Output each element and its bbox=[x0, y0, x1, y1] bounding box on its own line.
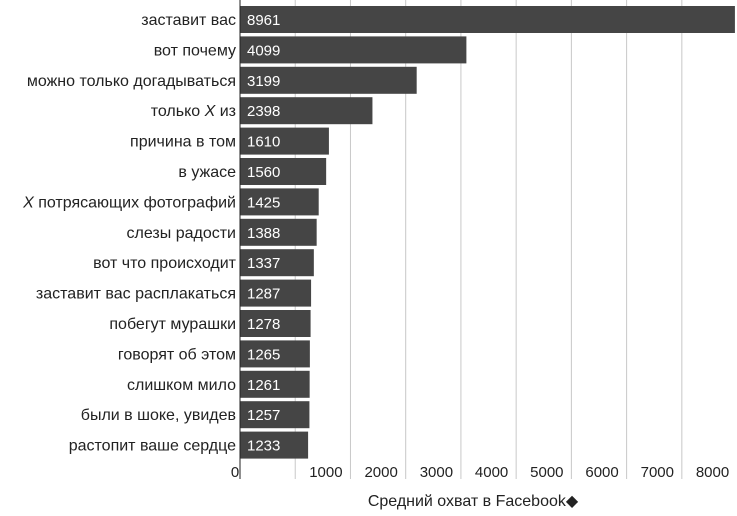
bar-value-label: 1425 bbox=[247, 194, 280, 211]
category-label: слишком мило bbox=[127, 377, 236, 394]
category-label: вот что происходит bbox=[93, 255, 237, 272]
bar-value-label: 1337 bbox=[247, 255, 280, 272]
x-tick-label: 0 bbox=[231, 464, 239, 481]
bar bbox=[240, 127, 329, 155]
x-tick-labels: 0 1000 2000 3000 4000 5000 6000 7000 8000 bbox=[231, 464, 729, 481]
bar-value-label: 1265 bbox=[247, 346, 280, 363]
bar-value-label: 8961 bbox=[247, 12, 280, 29]
bar bbox=[240, 218, 317, 246]
bar-value-label: 1278 bbox=[247, 316, 280, 333]
category-label: вот почему bbox=[154, 42, 236, 59]
category-label: были в шоке, увидев bbox=[81, 407, 236, 424]
bar-value-label: 1610 bbox=[247, 134, 280, 151]
x-tick-label: 3000 bbox=[420, 464, 453, 481]
category-label: можно только догадываться bbox=[27, 73, 236, 90]
bar bbox=[240, 188, 319, 216]
category-labels: заставит вас вот почему можно только догад… bbox=[22, 12, 237, 455]
category-label: говорят об этом bbox=[118, 346, 236, 363]
category-label: растопит ваше сердце bbox=[69, 438, 236, 455]
bar bbox=[240, 6, 735, 33]
x-tick-label: 1000 bbox=[309, 464, 342, 481]
category-label: побегут мурашки bbox=[109, 316, 236, 333]
bar bbox=[240, 401, 310, 429]
bar-value-label: 1257 bbox=[247, 407, 280, 424]
category-label: в ужасе bbox=[178, 164, 236, 181]
bar-value-label: 1261 bbox=[247, 377, 280, 394]
bar bbox=[240, 340, 310, 368]
bar bbox=[240, 66, 417, 94]
x-tick-label: 5000 bbox=[530, 464, 563, 481]
category-label: только X из bbox=[151, 103, 236, 120]
bar bbox=[240, 249, 314, 277]
bars: 8961 4099 3199 2398 1610 1560 1425 1388 1337 1287… bbox=[240, 6, 735, 459]
x-tick-label: 8000 bbox=[696, 464, 729, 481]
x-tick-label: 4000 bbox=[475, 464, 508, 481]
category-label: заставит вас расплакаться bbox=[36, 286, 236, 303]
x-axis-title: Средний охват в Facebook◆ bbox=[368, 493, 579, 510]
bar-value-label: 1560 bbox=[247, 164, 280, 181]
category-label: причина в том bbox=[130, 134, 236, 151]
bar bbox=[240, 431, 309, 459]
category-label: слезы радости bbox=[127, 225, 236, 242]
x-tick-label: 7000 bbox=[641, 464, 674, 481]
bar bbox=[240, 310, 311, 337]
category-label: X потрясающих фотографий bbox=[22, 194, 236, 211]
bar-value-label: 1287 bbox=[247, 286, 280, 303]
x-tick-label: 6000 bbox=[585, 464, 618, 481]
bar bbox=[240, 97, 373, 125]
category-label: заставит вас bbox=[141, 12, 236, 29]
bar-value-label: 3199 bbox=[247, 73, 280, 90]
bar-value-label: 1388 bbox=[247, 225, 280, 242]
bar bbox=[240, 36, 467, 64]
bar-value-label: 2398 bbox=[247, 103, 280, 120]
bar bbox=[240, 158, 327, 185]
bar-value-label: 1233 bbox=[247, 438, 280, 455]
x-tick-label: 2000 bbox=[364, 464, 397, 481]
bar-value-label: 4099 bbox=[247, 42, 280, 59]
bar bbox=[240, 279, 312, 307]
bar bbox=[240, 370, 310, 398]
